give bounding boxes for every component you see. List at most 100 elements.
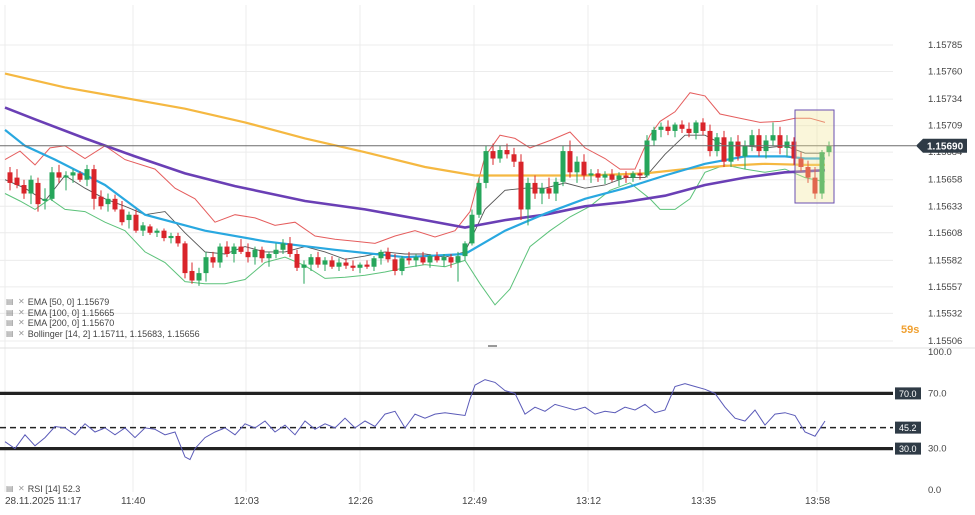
legend-item-ema100[interactable]: ▤ ✕ EMA [100, 0] 1.15665 (6, 307, 115, 318)
legend-item-ema200[interactable]: ▤ ✕ EMA [200, 0] 1.15670 (6, 318, 115, 328)
candle-body (105, 198, 111, 205)
candle-body (224, 246, 230, 255)
candle-body (623, 175, 629, 178)
rsi-legend: ▤ ✕ RSI [14] 52.3 (6, 484, 80, 495)
candle-body (525, 182, 531, 210)
candle-body (280, 243, 286, 250)
candle-body (112, 198, 118, 210)
candle-body (602, 174, 608, 178)
candle-body (294, 254, 300, 268)
candle-body (539, 188, 545, 194)
rsi-tick-label: 100.0 (928, 347, 952, 358)
time-tick-label: 12:03 (234, 496, 259, 507)
candle-body (154, 230, 160, 233)
rsi-level-label: 45.2 (899, 423, 917, 433)
candle-body (693, 122, 699, 134)
ema100-line (4, 106, 826, 229)
candle-body (301, 264, 307, 268)
candle-body (826, 145, 832, 153)
candle-body (609, 174, 615, 180)
candle-body (413, 257, 419, 261)
time-tick-label: 28.11.2025 11:17 (5, 496, 82, 507)
time-tick-label: 13:12 (576, 496, 601, 507)
rsi-line (4, 379, 826, 461)
close-icon[interactable]: ✕ (18, 328, 25, 338)
candle-body (574, 161, 580, 173)
candle-body (70, 172, 76, 176)
candle-body (210, 257, 216, 263)
candle-body (392, 259, 398, 271)
candle-body (140, 225, 146, 231)
legend-item-bollinger[interactable]: ▤ ✕ Bollinger [14, 2] 1.15711, 1.15683, 1.… (6, 328, 200, 339)
close-icon[interactable]: ✕ (18, 307, 25, 317)
price-tick-label: 1.15633 (928, 201, 962, 212)
current-price-label: 1.15690 (927, 141, 964, 152)
price-tick-label: 1.15709 (928, 121, 962, 132)
candle-body (504, 150, 510, 155)
rsi-level-label: 30.0 (899, 444, 917, 454)
price-tick-label: 1.15734 (928, 94, 962, 105)
list-icon: ▤ (6, 328, 14, 338)
candle-body (238, 246, 244, 252)
candle-body (616, 175, 622, 180)
candle-body (812, 177, 818, 194)
price-tick-label: 1.15582 (928, 255, 962, 266)
candle-body (672, 124, 678, 131)
candle-body (133, 214, 139, 231)
price-tick-label: 1.15506 (928, 336, 962, 347)
close-icon[interactable]: ✕ (18, 484, 25, 493)
grid (0, 5, 975, 492)
candle-body (560, 151, 566, 182)
candle-body (469, 214, 475, 244)
rsi-tick-label: 70.0 (928, 388, 947, 399)
rsi-level-tag (895, 421, 921, 434)
candle-body (686, 128, 692, 134)
candle-body (651, 129, 657, 141)
candle-body (126, 214, 132, 221)
close-icon[interactable]: ✕ (18, 297, 25, 306)
candle-body (532, 182, 538, 194)
candle-body (385, 251, 391, 260)
price-tick-label: 1.15658 (928, 175, 962, 186)
candle-body (441, 257, 447, 261)
candle-body (777, 135, 783, 148)
candle-body (168, 235, 174, 239)
list-icon: ▤ (6, 484, 14, 493)
candle-body (203, 257, 209, 274)
rsi-level-label: 70.0 (899, 389, 917, 399)
candle-body (658, 126, 664, 130)
candle-body (378, 251, 384, 259)
candle-body (455, 256, 461, 263)
candle-body (546, 188, 552, 194)
candle-body (567, 151, 573, 173)
candle-body (581, 161, 587, 176)
list-icon: ▤ (6, 307, 14, 317)
candle-body (196, 273, 202, 281)
candle-body (273, 249, 279, 255)
ema200-line (4, 72, 825, 177)
time-axis: 28.11.2025 11:17 11:40 12:03 12:26 12:49 13:1… (5, 496, 830, 507)
price-tick-label: 1.15557 (928, 282, 962, 293)
bollinger-lower-line (4, 164, 826, 306)
rsi-panel: 100.0 70.0 30.0 0.0 70.0 45.2 30.0 (0, 347, 952, 496)
candle-body (700, 122, 706, 131)
candle-body (637, 173, 643, 176)
indicator-legend: ▤ ✕ EMA [50, 0] 1.15679 ▤ ✕ EMA [100, 0] 1.1… (6, 297, 200, 339)
candle-body (665, 126, 671, 131)
candle-body (21, 185, 27, 194)
candle-body (427, 256, 433, 263)
candle-body (714, 137, 720, 152)
ema50-line (4, 129, 825, 259)
candle-body (77, 173, 83, 180)
candle-body (28, 179, 34, 194)
candle-body (56, 172, 62, 178)
legend-item-ema50[interactable]: ▤ ✕ EMA [50, 0] 1.15679 (6, 297, 110, 307)
candle-body (399, 258, 405, 271)
candle-body (49, 172, 55, 199)
candle-body (7, 172, 13, 183)
candle-body (805, 167, 811, 178)
legend-item-rsi[interactable]: ▤ ✕ RSI [14] 52.3 (6, 484, 81, 494)
close-icon[interactable]: ✕ (18, 318, 25, 327)
candle-body (35, 182, 41, 205)
